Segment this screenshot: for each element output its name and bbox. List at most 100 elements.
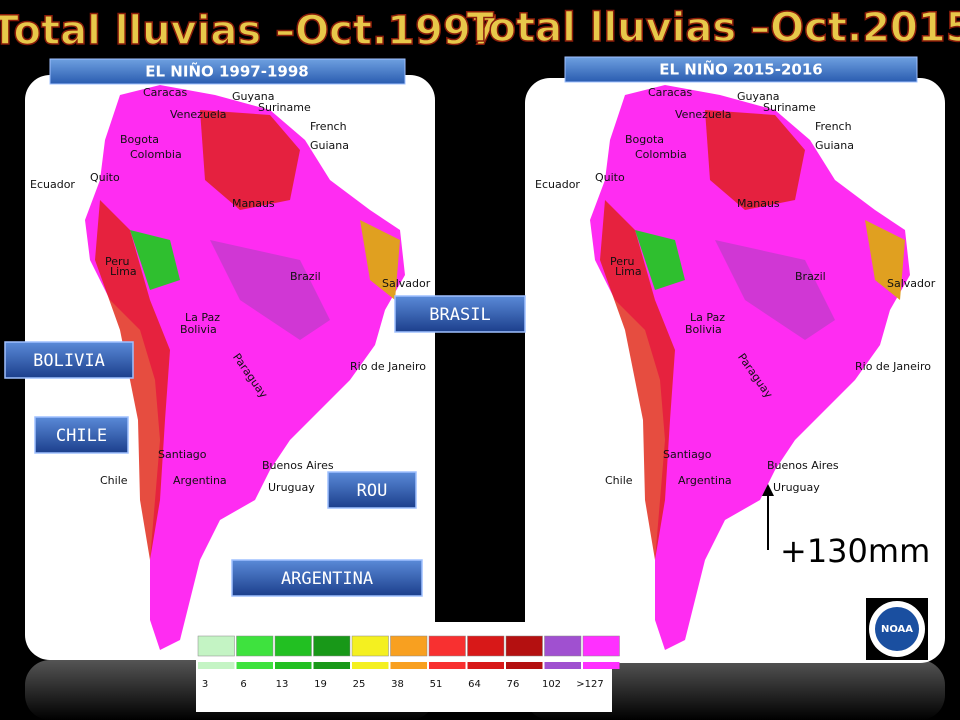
logo — [875, 607, 919, 651]
place-label: Quito — [595, 171, 625, 184]
place-label: Guyana — [737, 90, 779, 103]
legend-label: 51 — [430, 679, 443, 690]
place-label: Colombia — [130, 148, 182, 161]
legend-swatch — [505, 635, 543, 657]
place-label: Brazil — [795, 270, 826, 283]
place-label: La Paz — [690, 311, 725, 324]
place-label: Peru — [610, 255, 635, 268]
logo-text: NOAA — [881, 624, 913, 635]
legend-label: 76 — [507, 679, 520, 690]
place-label: Salvador — [887, 277, 936, 290]
legend-swatch — [390, 635, 428, 657]
place-label: Buenos Aires — [767, 459, 839, 472]
country-button — [34, 416, 129, 454]
place-label: Colombia — [635, 148, 687, 161]
legend-swatch — [544, 635, 582, 657]
place-label: Bolivia — [180, 323, 217, 336]
title: Total lluvias –Oct.1997 — [0, 8, 498, 54]
place-label: Quito — [90, 171, 120, 184]
legend-swatch — [506, 662, 543, 669]
title: Total lluvias –Oct.2015 — [467, 5, 960, 51]
place-label: Venezuela — [675, 108, 732, 121]
legend-label: 6 — [240, 679, 246, 690]
place-label: Lima — [110, 265, 137, 278]
legend-swatch — [428, 635, 466, 657]
place-label: Brazil — [290, 270, 321, 283]
place-label: Ecuador — [30, 178, 75, 191]
legend-label: 102 — [542, 679, 561, 690]
place-label: Argentina — [678, 474, 732, 487]
place-label: Rio de Janeiro — [350, 360, 426, 373]
legend-swatch — [275, 662, 312, 669]
annotation: +130mm — [780, 532, 930, 570]
legend-swatch — [467, 662, 504, 669]
legend-swatch — [313, 662, 350, 669]
place-label: Salvador — [382, 277, 431, 290]
legend-swatch — [351, 635, 389, 657]
legend-swatch — [429, 662, 466, 669]
legend-swatch — [352, 662, 389, 669]
legend-label: 19 — [314, 679, 327, 690]
place-label: Suriname — [763, 101, 816, 114]
subtitle-bar — [49, 58, 406, 85]
place-label: La Paz — [185, 311, 220, 324]
place-label: Bogota — [625, 133, 664, 146]
subtitle-bar — [564, 56, 918, 83]
place-label: Guiana — [815, 139, 854, 152]
place-label: Caracas — [143, 86, 187, 99]
legend-swatch — [313, 635, 351, 657]
arrowhead — [762, 484, 774, 496]
country-button — [4, 341, 134, 379]
place-label: Uruguay — [268, 481, 315, 494]
place-label: Argentina — [173, 474, 227, 487]
place-label: Rio de Janeiro — [855, 360, 931, 373]
legend-label: 25 — [353, 679, 366, 690]
legend-swatch — [197, 635, 235, 657]
place-label: Peru — [105, 255, 130, 268]
legend-swatch — [390, 662, 427, 669]
country-button — [327, 471, 417, 509]
legend-swatch — [236, 635, 274, 657]
place-label: Santiago — [663, 448, 712, 461]
country-button-label: CHILE — [56, 426, 107, 446]
legend-label: 38 — [391, 679, 404, 690]
legend-swatch — [236, 662, 273, 669]
place-label: Manaus — [232, 197, 275, 210]
country-button-label: ROU — [357, 481, 388, 501]
place-label: Chile — [100, 474, 128, 487]
legend-swatch — [274, 635, 312, 657]
place-label: Bolivia — [685, 323, 722, 336]
country-button — [231, 559, 423, 597]
legend-swatch — [467, 635, 505, 657]
legend-label: >127 — [576, 679, 603, 690]
legend-label: 3 — [202, 679, 208, 690]
country-button-label: ARGENTINA — [281, 569, 373, 589]
place-label: Chile — [605, 474, 633, 487]
subtitle: EL NIÑO 1997-1998 — [145, 62, 308, 81]
place-label: Buenos Aires — [262, 459, 334, 472]
country-button-label: BRASIL — [429, 305, 490, 325]
legend-label: 13 — [276, 679, 289, 690]
place-label: Guyana — [232, 90, 274, 103]
place-label: Guiana — [310, 139, 349, 152]
reflection — [525, 660, 945, 720]
place-label: Uruguay — [773, 481, 820, 494]
place-label: French — [310, 120, 347, 133]
legend-swatch — [198, 662, 235, 669]
country-button — [394, 295, 526, 333]
legend-swatch — [582, 635, 620, 657]
place-label: Lima — [615, 265, 642, 278]
place-label: Manaus — [737, 197, 780, 210]
place-label: Ecuador — [535, 178, 580, 191]
legend-label: 64 — [468, 679, 481, 690]
place-label: Santiago — [158, 448, 207, 461]
legend-swatch — [544, 662, 581, 669]
place-label: Suriname — [258, 101, 311, 114]
subtitle: EL NIÑO 2015-2016 — [659, 60, 822, 79]
country-button-label: BOLIVIA — [33, 351, 105, 371]
place-label: French — [815, 120, 852, 133]
place-label: Venezuela — [170, 108, 227, 121]
place-label: Bogota — [120, 133, 159, 146]
